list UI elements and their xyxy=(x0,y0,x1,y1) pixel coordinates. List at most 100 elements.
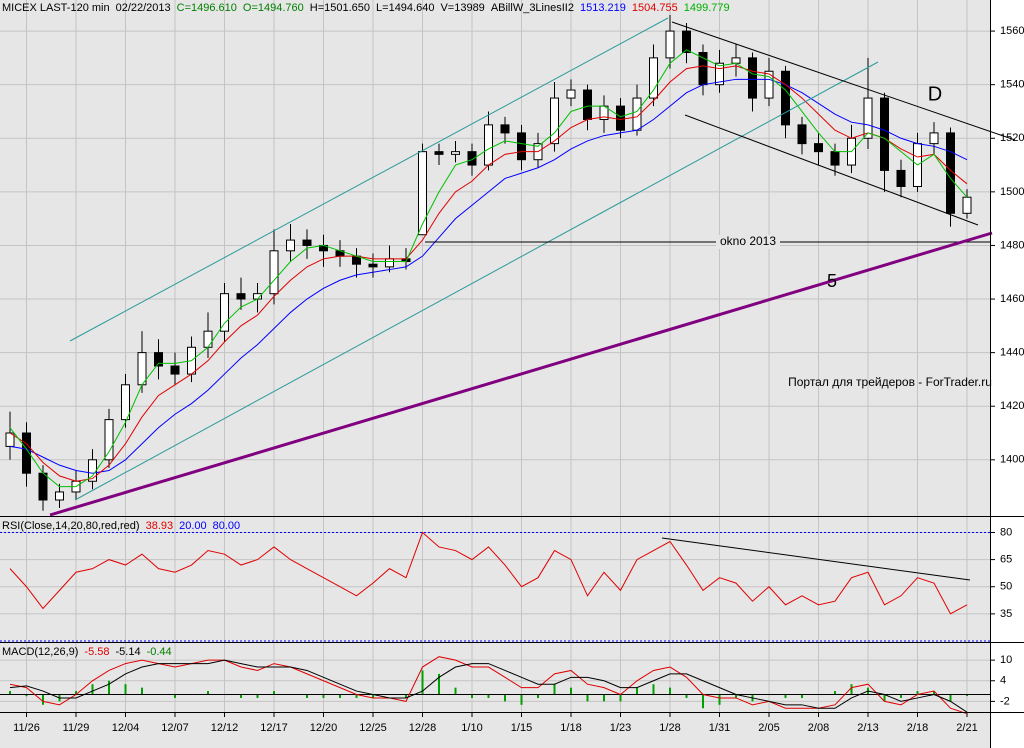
histogram-bar xyxy=(685,694,688,698)
histogram-bar xyxy=(636,687,638,695)
candle-body xyxy=(863,97,873,139)
histogram-bar xyxy=(520,694,523,705)
y-tick-label: 1460 xyxy=(1000,293,1024,305)
header-value: 20.00 xyxy=(179,520,207,532)
y-tick-label: 35 xyxy=(1000,608,1012,620)
x-tick-label: 2/13 xyxy=(857,722,878,734)
candle-body xyxy=(649,57,658,99)
histogram-bar xyxy=(966,694,968,697)
downtrend-upper xyxy=(671,21,1016,141)
histogram-bar xyxy=(652,684,655,695)
candle-body xyxy=(616,105,625,131)
y-tick-label: 1500 xyxy=(1000,186,1024,198)
histogram-bar xyxy=(916,691,919,695)
candle-body xyxy=(929,132,939,145)
annotation-background xyxy=(716,235,780,249)
histogram-bar xyxy=(141,687,143,695)
candle-body xyxy=(665,30,675,59)
histogram-bar xyxy=(322,694,325,698)
histogram-bar xyxy=(438,673,440,695)
x-tick-label: 12/12 xyxy=(211,722,239,734)
x-tick-label: 12/25 xyxy=(359,722,387,734)
histogram-bar xyxy=(25,694,28,697)
histogram-bar xyxy=(603,694,605,702)
candle-body xyxy=(286,239,295,252)
histogram-bar xyxy=(586,694,589,702)
header-value: V=13989 xyxy=(440,2,484,14)
candle-body xyxy=(500,124,510,134)
histogram-bar xyxy=(91,684,94,695)
axis-background xyxy=(990,0,1024,748)
histogram-bar xyxy=(504,694,506,702)
indicator-line xyxy=(9,65,968,482)
header-value: -5.58 xyxy=(84,646,109,658)
histogram-bar xyxy=(454,687,457,695)
x-tick-label: 1/10 xyxy=(461,722,482,734)
candle-body xyxy=(22,432,31,474)
candle-body xyxy=(880,97,889,171)
histogram-bar xyxy=(735,694,737,698)
candle-body xyxy=(583,89,592,121)
candle-body xyxy=(55,491,64,501)
x-tick-label: 2/18 xyxy=(907,722,928,734)
candle-body xyxy=(962,196,972,214)
candle-body xyxy=(550,97,559,145)
indicator-line xyxy=(9,659,968,713)
candle-body xyxy=(748,57,757,99)
histogram-bar xyxy=(9,691,11,695)
y-tick-label: 1480 xyxy=(1000,239,1024,251)
histogram-bar xyxy=(619,694,622,702)
histogram-bar xyxy=(421,670,424,695)
candle-body xyxy=(467,151,477,166)
support-line xyxy=(49,231,993,517)
x-tick-label: 2/21 xyxy=(956,722,977,734)
header-value: 1504.755 xyxy=(632,2,678,14)
indicator-line xyxy=(9,78,968,474)
y-tick-label: 1540 xyxy=(1000,79,1024,91)
histogram-bar xyxy=(834,691,836,695)
candle-body xyxy=(814,143,823,153)
annotation: Портал для трейдеров - ForTrader.ru xyxy=(788,375,992,389)
histogram-bar xyxy=(553,684,556,695)
x-tick-label: 12/20 xyxy=(310,722,338,734)
indicator-line xyxy=(9,656,968,715)
histogram-bar xyxy=(355,694,358,698)
candle-body xyxy=(121,384,130,421)
pane-header: MICEX LAST-120 min 02/22/2013 C=1496.610 O=… xyxy=(2,2,730,14)
histogram-bar xyxy=(174,694,176,698)
histogram-bar xyxy=(949,694,952,702)
candle-body xyxy=(104,419,114,461)
histogram-bar xyxy=(273,691,275,695)
candle-body xyxy=(682,30,691,54)
header-value: C=1496.610 xyxy=(177,2,237,14)
pane-title: RSI(Close,14,20,80,red,red) xyxy=(2,520,140,532)
candle-body xyxy=(220,293,229,332)
y-tick-label: 4 xyxy=(1000,675,1006,687)
pane-title: MICEX LAST-120 min xyxy=(2,2,110,14)
candle-body xyxy=(418,151,427,236)
pane-header: MACD(12,26,9) -5.58 -5.14 -0.44 xyxy=(2,646,172,658)
header-value: 38.93 xyxy=(146,520,174,532)
histogram-bar xyxy=(372,694,374,698)
indicator-line xyxy=(9,49,968,488)
y-tick-label: 1560 xyxy=(1000,25,1024,37)
candle-body xyxy=(434,151,444,155)
y-tick-label: -2 xyxy=(1000,695,1010,707)
histogram-bar xyxy=(256,694,259,698)
candle-body xyxy=(451,151,460,155)
histogram-bar xyxy=(537,694,539,698)
candle-body xyxy=(236,293,246,300)
plot-background xyxy=(0,0,990,748)
x-tick-label: 1/31 xyxy=(709,722,730,734)
candle-body xyxy=(566,89,576,99)
header-value: -5.14 xyxy=(116,646,141,658)
header-value: 1513.219 xyxy=(580,2,626,14)
y-tick-label: 1400 xyxy=(1000,454,1024,466)
x-tick-label: 1/28 xyxy=(659,722,680,734)
histogram-bar xyxy=(883,694,886,702)
annotation: D xyxy=(928,83,942,105)
candle-body xyxy=(302,239,312,246)
header-value: H=1501.650 xyxy=(310,2,370,14)
